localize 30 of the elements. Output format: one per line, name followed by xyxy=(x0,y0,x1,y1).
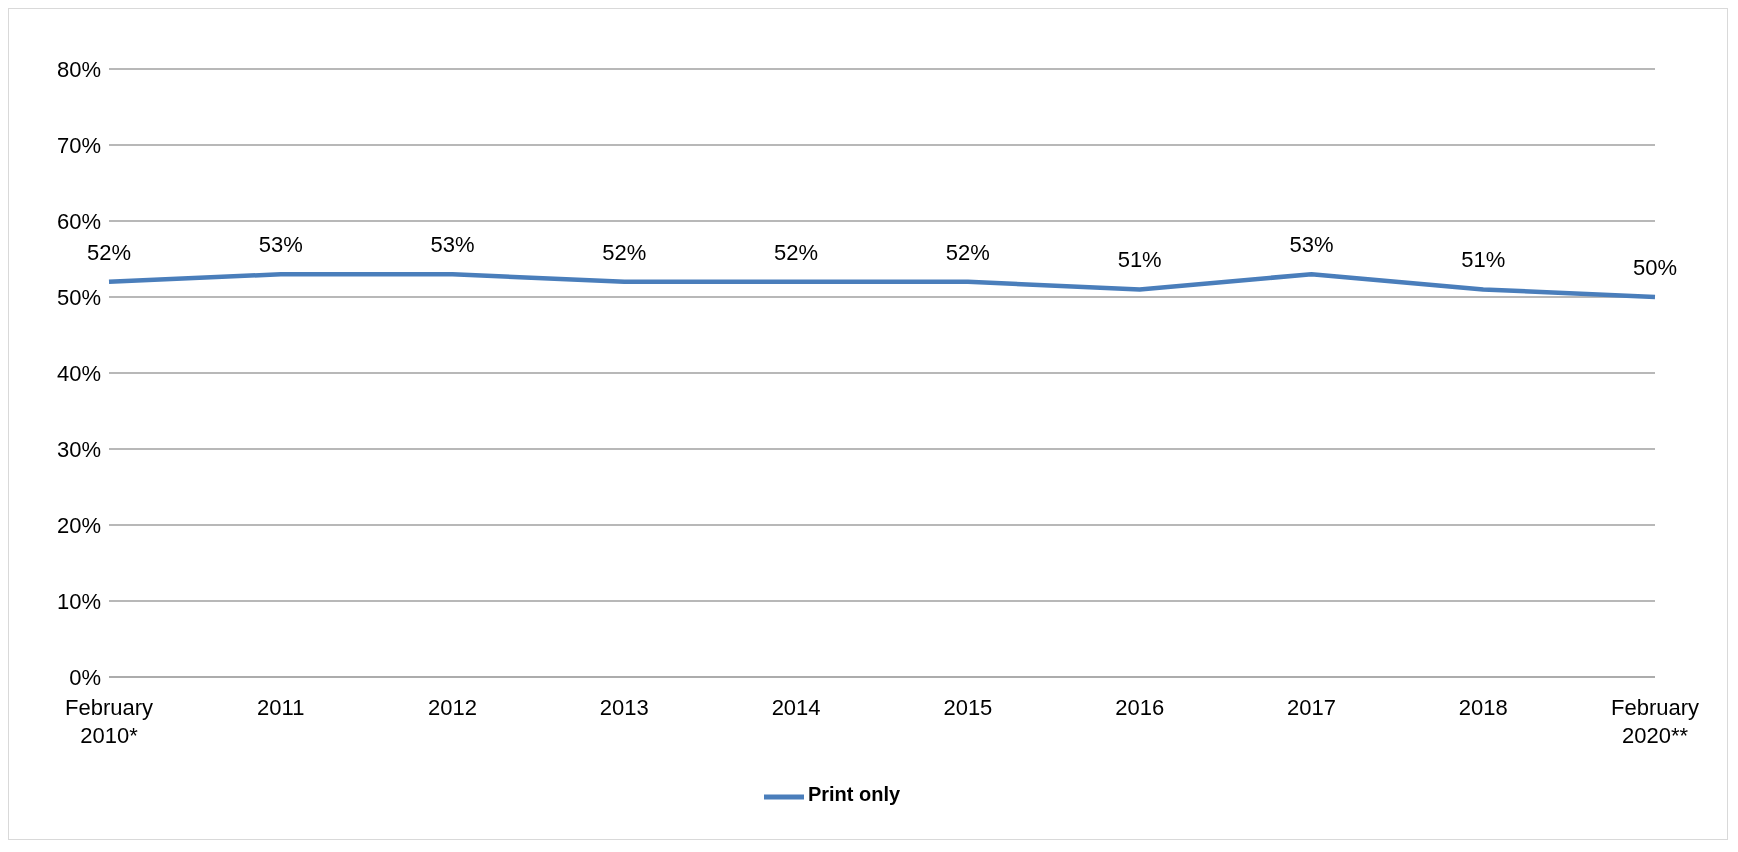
y-tick-label: 20% xyxy=(56,512,101,538)
y-tick-label: 0% xyxy=(69,664,101,690)
data-label: 51% xyxy=(1117,247,1162,273)
data-label: 52% xyxy=(945,239,990,265)
x-tick-label: 2012 xyxy=(428,694,478,720)
x-tick-label: 2013 xyxy=(599,694,649,720)
y-tick-label: 50% xyxy=(56,284,101,310)
x-tick-label: 2017 xyxy=(1286,694,1336,720)
x-tick-label: 2018 xyxy=(1458,694,1508,720)
data-label: 52% xyxy=(86,239,132,265)
y-tick-label: 30% xyxy=(56,436,101,462)
data-label: 52% xyxy=(774,239,819,265)
data-label: 51% xyxy=(1461,247,1506,273)
x-tick-label: 2016 xyxy=(1115,694,1165,720)
x-tick-label: February 2020** xyxy=(1610,694,1700,749)
y-tick-label: 60% xyxy=(56,208,101,234)
y-tick-label: 40% xyxy=(56,360,101,386)
y-tick-label: 80% xyxy=(56,56,101,82)
legend-label: Print only xyxy=(807,782,901,805)
y-tick-label: 70% xyxy=(56,132,101,158)
data-label: 52% xyxy=(602,239,647,265)
y-tick-label: 10% xyxy=(56,588,101,614)
data-label: 53% xyxy=(430,232,475,258)
x-tick-label: 2014 xyxy=(771,694,821,720)
data-label: 53% xyxy=(258,232,303,258)
data-label: 50% xyxy=(1632,255,1678,280)
data-label: 53% xyxy=(1289,232,1334,258)
x-tick-label: 2011 xyxy=(257,694,305,720)
x-tick-label: February 2010* xyxy=(64,694,154,749)
x-tick-label: 2015 xyxy=(943,694,993,720)
